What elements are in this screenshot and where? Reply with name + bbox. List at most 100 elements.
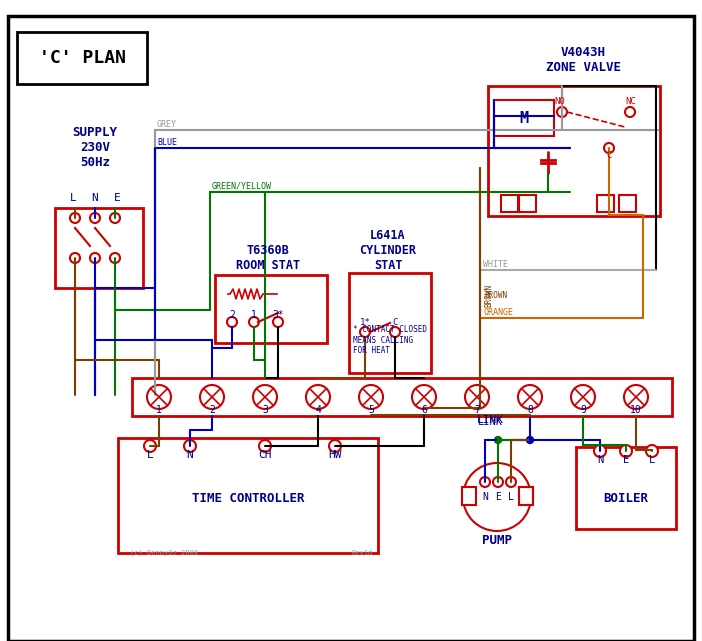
Circle shape [518,385,542,409]
Circle shape [110,253,120,263]
Text: * CONTACT CLOSED
MEANS CALLING
FOR HEAT: * CONTACT CLOSED MEANS CALLING FOR HEAT [353,325,427,355]
Text: 6: 6 [421,405,427,415]
Circle shape [227,317,237,327]
Circle shape [526,437,534,444]
Text: E: E [114,193,120,203]
Circle shape [360,327,370,337]
Circle shape [624,385,648,409]
FancyBboxPatch shape [619,195,636,212]
Text: Rev1d: Rev1d [352,550,373,556]
Text: 8: 8 [527,405,533,415]
Text: BOILER: BOILER [604,492,649,504]
Text: 2: 2 [229,310,235,320]
Text: N: N [187,450,193,460]
Text: WHITE: WHITE [483,260,508,269]
FancyBboxPatch shape [494,100,554,136]
FancyBboxPatch shape [576,447,676,529]
Text: M: M [519,110,529,126]
Text: L: L [649,455,655,465]
Circle shape [463,463,531,531]
FancyBboxPatch shape [132,378,672,416]
Circle shape [557,107,567,117]
Circle shape [594,445,606,457]
Text: ORANGE: ORANGE [483,308,513,317]
FancyBboxPatch shape [501,195,518,212]
Text: 10: 10 [630,405,642,415]
FancyBboxPatch shape [519,195,536,212]
FancyBboxPatch shape [8,16,694,641]
Text: NO: NO [555,97,565,106]
Text: L: L [508,492,514,502]
Text: TIME CONTROLLER: TIME CONTROLLER [192,492,304,504]
Text: 4: 4 [315,405,321,415]
Circle shape [110,213,120,223]
Text: E: E [623,455,629,465]
Text: (c) DennyOz 2008: (c) DennyOz 2008 [130,550,198,556]
FancyBboxPatch shape [597,195,614,212]
Text: 7: 7 [474,405,480,415]
Text: 1*: 1* [359,317,371,326]
FancyBboxPatch shape [118,438,378,553]
Text: C: C [607,151,611,160]
Circle shape [493,477,503,487]
Circle shape [273,317,283,327]
Circle shape [412,385,436,409]
Circle shape [646,445,658,457]
Text: N: N [482,492,488,502]
Circle shape [306,385,330,409]
Circle shape [90,253,100,263]
Text: HW: HW [329,450,342,460]
Text: 5: 5 [368,405,374,415]
Text: BLUE: BLUE [157,138,177,147]
Circle shape [70,253,80,263]
Circle shape [249,317,259,327]
Text: T6360B
ROOM STAT: T6360B ROOM STAT [236,244,300,272]
Text: L: L [147,450,153,460]
Circle shape [329,440,341,452]
Circle shape [465,385,489,409]
Text: SUPPLY
230V
50Hz: SUPPLY 230V 50Hz [72,126,117,169]
Text: BROWN: BROWN [484,290,507,299]
Circle shape [571,385,595,409]
Text: PUMP: PUMP [482,533,512,547]
Circle shape [184,440,196,452]
Text: E: E [495,492,501,502]
Circle shape [390,327,400,337]
Text: L: L [69,193,77,203]
Text: LINK: LINK [477,417,503,427]
Text: NC: NC [625,97,637,106]
FancyBboxPatch shape [17,32,147,84]
Text: N: N [92,193,98,203]
Circle shape [480,477,490,487]
Text: 1: 1 [156,405,162,415]
Text: 3: 3 [262,405,268,415]
Circle shape [506,477,516,487]
Text: V4043H
ZONE VALVE: V4043H ZONE VALVE [545,46,621,74]
FancyBboxPatch shape [462,487,476,505]
Circle shape [70,213,80,223]
Circle shape [620,445,632,457]
Text: GREEN/YELLOW: GREEN/YELLOW [212,181,272,190]
Text: 3*: 3* [272,310,284,320]
Circle shape [494,437,501,444]
FancyBboxPatch shape [488,86,660,216]
Text: BROWN: BROWN [484,283,493,306]
Text: 1: 1 [251,310,257,320]
Text: L641A
CYLINDER
STAT: L641A CYLINDER STAT [359,228,416,272]
Circle shape [144,440,156,452]
Circle shape [200,385,224,409]
Text: GREY: GREY [157,119,177,128]
Text: CH: CH [258,450,272,460]
Text: C: C [392,317,398,326]
Circle shape [604,143,614,153]
Circle shape [625,107,635,117]
Circle shape [147,385,171,409]
Circle shape [90,213,100,223]
Text: 2: 2 [209,405,215,415]
FancyBboxPatch shape [215,275,327,343]
FancyBboxPatch shape [519,487,533,505]
Text: N: N [597,455,603,465]
Text: 'C' PLAN: 'C' PLAN [39,49,126,67]
FancyBboxPatch shape [349,273,431,373]
Text: 9: 9 [580,405,586,415]
